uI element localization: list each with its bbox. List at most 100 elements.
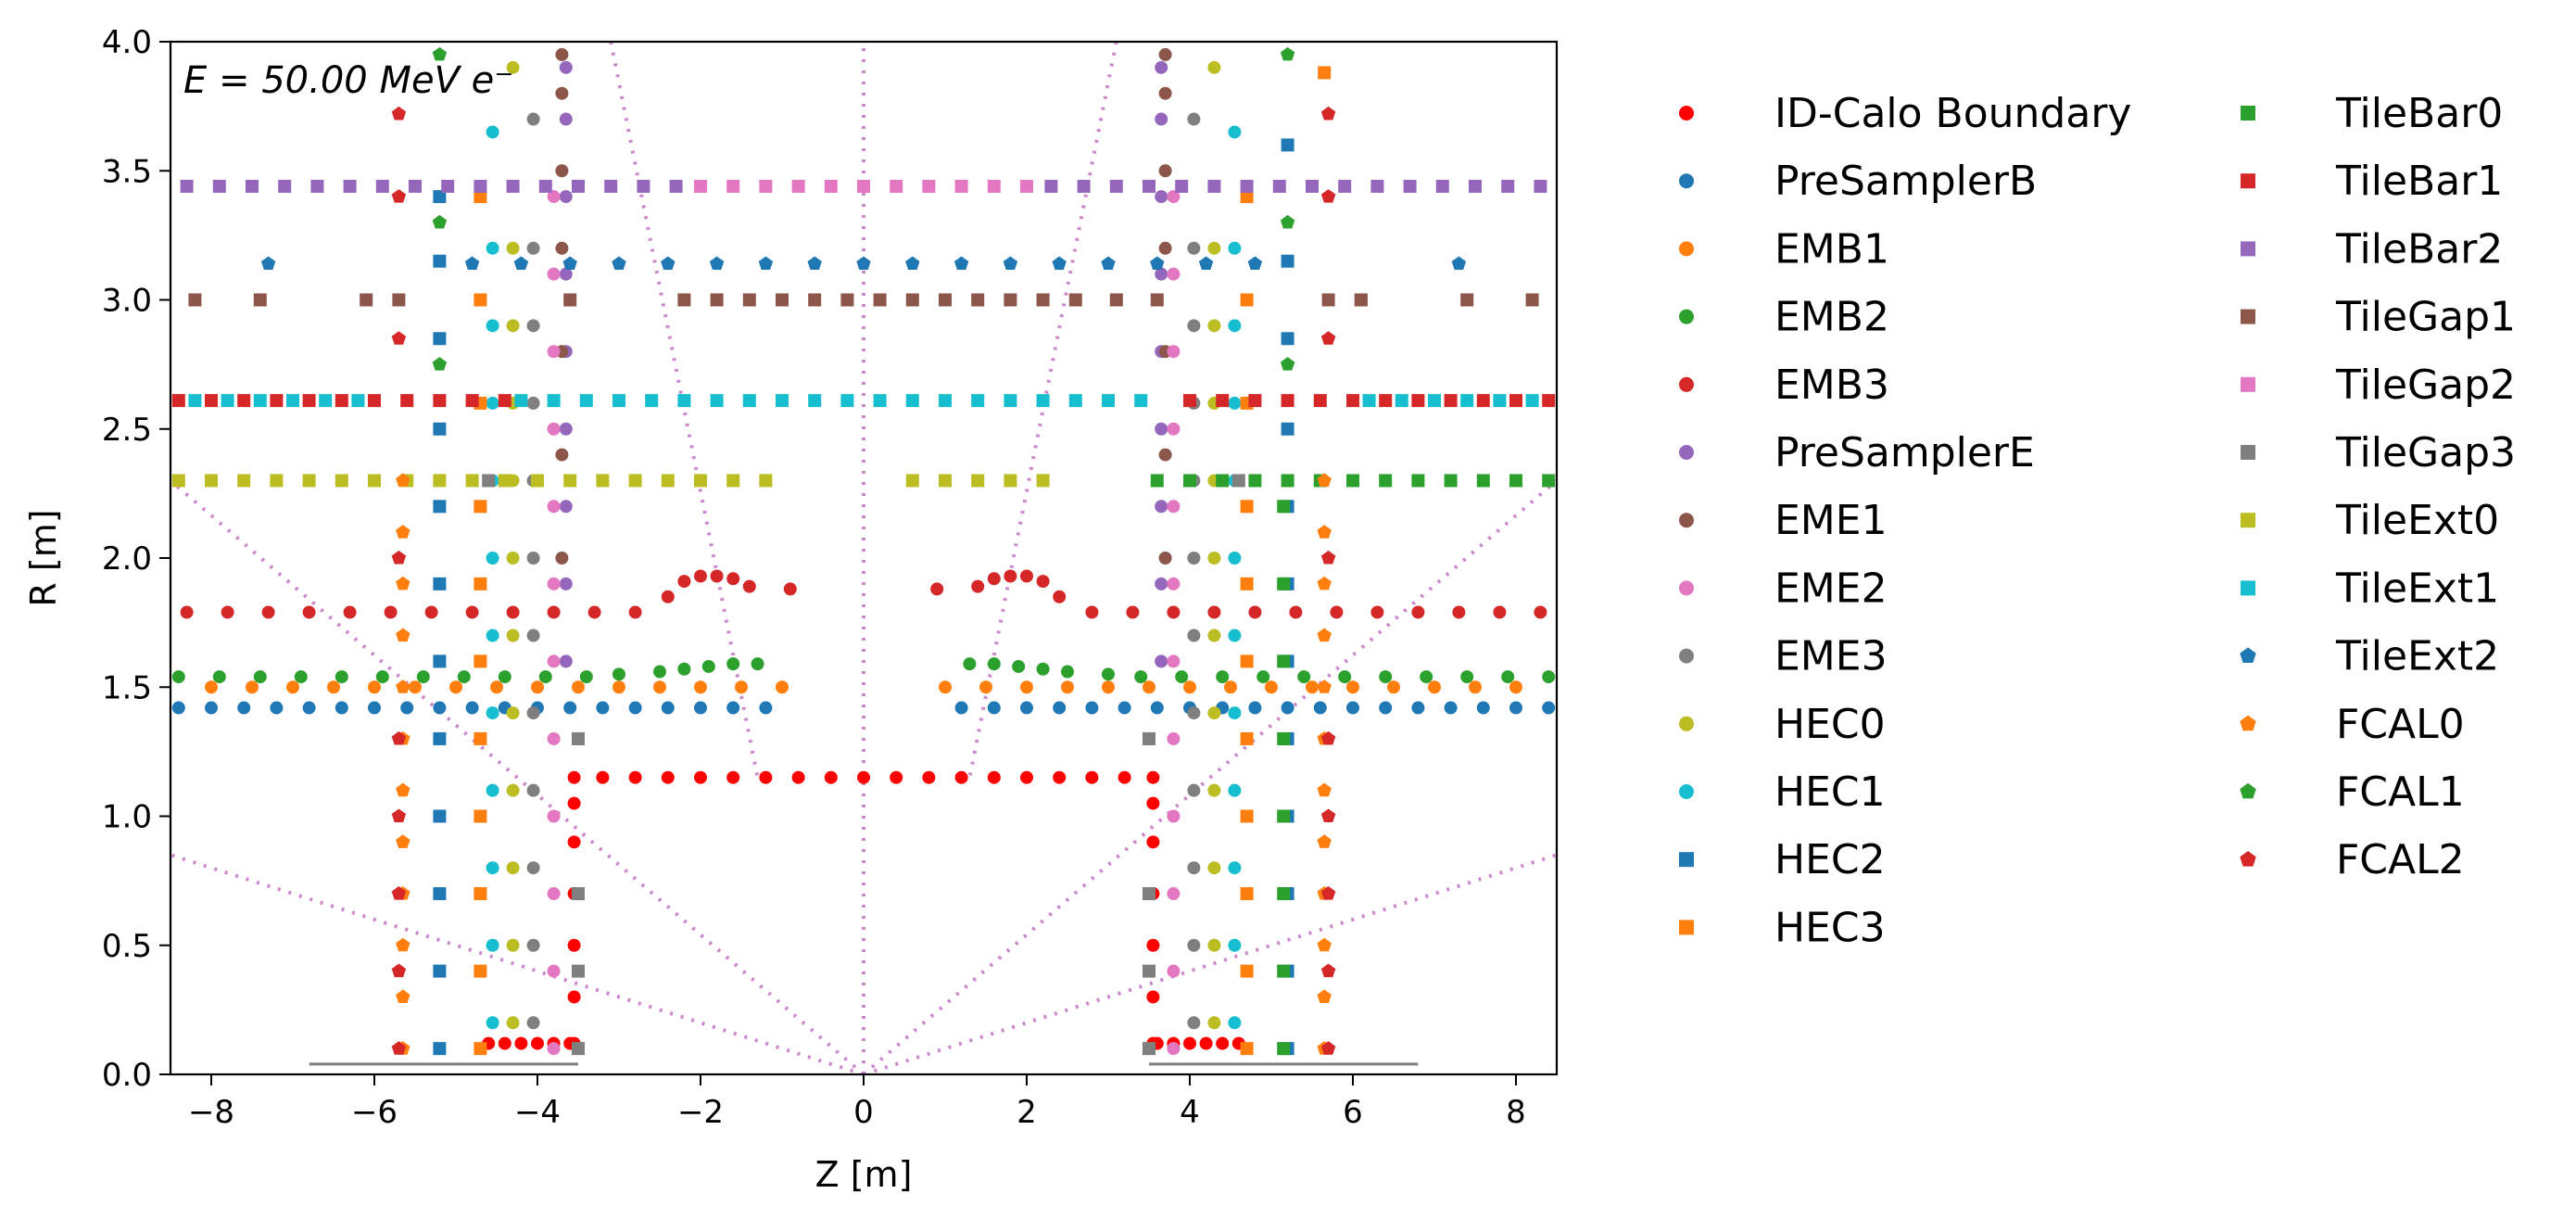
data-point: [433, 809, 447, 823]
data-point: [1317, 679, 1332, 693]
legend-label: TileBar0: [2335, 90, 2503, 137]
data-point: [1534, 179, 1547, 193]
series-hec3: [474, 66, 1332, 1056]
data-point: [433, 964, 447, 978]
data-point: [506, 861, 520, 875]
y-tick-label: 4.0: [102, 24, 152, 61]
data-point: [391, 730, 407, 745]
data-point: [1143, 680, 1155, 694]
series-tilegap2: [694, 179, 1033, 193]
legend-entry-fcal2: FCAL2: [2240, 836, 2465, 883]
data-point: [1277, 731, 1291, 745]
data-point: [531, 680, 544, 694]
data-point: [1158, 86, 1172, 100]
data-point: [890, 179, 903, 193]
legend-label: FCAL2: [2336, 836, 2465, 883]
data-point: [939, 394, 952, 408]
data-point: [1102, 680, 1115, 694]
legend-entry-tilebar1: TileBar1: [2241, 158, 2503, 205]
data-point: [1317, 576, 1332, 590]
data-point: [1228, 706, 1242, 720]
data-point: [742, 293, 756, 307]
data-point: [384, 605, 398, 619]
data-point: [1150, 701, 1164, 715]
data-point: [474, 577, 487, 590]
legend-entry-tilegap3: TileGap3: [2241, 429, 2516, 476]
series-tilebar2: [180, 179, 1547, 193]
data-point: [1277, 1042, 1291, 1056]
data-point: [1411, 701, 1425, 715]
data-point: [1280, 357, 1295, 371]
data-point: [1248, 394, 1262, 408]
data-point: [1146, 835, 1160, 849]
data-point: [1370, 605, 1384, 619]
x-axis-label: Z [m]: [815, 1154, 913, 1195]
data-point: [1320, 1041, 1336, 1055]
data-point: [464, 256, 480, 270]
data-point: [1109, 179, 1123, 193]
legend-label: HEC0: [1774, 701, 1886, 748]
data-point: [1509, 474, 1522, 488]
data-point: [486, 552, 499, 565]
data-point: [396, 525, 410, 539]
legend-entry-hec2: HEC2: [1679, 836, 1886, 883]
data-point: [1158, 448, 1172, 462]
data-point: [939, 680, 952, 694]
data-point: [1175, 670, 1189, 684]
data-point: [396, 989, 410, 1003]
data-point: [1460, 394, 1474, 408]
data-point: [563, 474, 577, 488]
data-point: [555, 164, 569, 178]
data-point: [547, 887, 561, 901]
data-point: [953, 256, 969, 270]
data-point: [547, 267, 561, 281]
data-point: [1187, 706, 1201, 720]
data-point: [555, 552, 569, 565]
data-point: [759, 179, 773, 193]
legend-entry-eme3: EME3: [1679, 633, 1888, 680]
data-point: [212, 670, 226, 684]
data-point: [1207, 629, 1221, 642]
series-tilebar0: [1150, 474, 1556, 1056]
data-point: [506, 179, 520, 193]
data-point: [922, 770, 936, 784]
data-point: [433, 254, 447, 268]
data-point: [1306, 179, 1319, 193]
data-point: [1134, 394, 1148, 408]
data-point: [514, 394, 528, 408]
data-point: [1320, 106, 1336, 121]
data-point: [1240, 500, 1254, 514]
data-point: [547, 190, 561, 204]
data-point: [1155, 422, 1168, 436]
data-point: [547, 1042, 561, 1056]
data-point: [526, 861, 540, 875]
data-point: [1280, 214, 1295, 229]
data-point: [474, 293, 487, 307]
data-point: [555, 241, 569, 255]
data-point: [559, 577, 573, 590]
data-point: [1085, 701, 1099, 715]
data-point: [1320, 963, 1336, 978]
legend-marker: [1679, 784, 1694, 799]
data-point: [661, 256, 676, 270]
data-point: [1317, 782, 1332, 797]
data-point: [396, 576, 410, 590]
data-point: [400, 394, 414, 408]
data-point: [474, 887, 487, 901]
legend-marker: [1679, 445, 1694, 460]
data-point: [572, 731, 585, 745]
data-point: [824, 179, 838, 193]
data-point: [335, 394, 348, 408]
data-point: [424, 605, 438, 619]
data-point: [1118, 770, 1131, 784]
data-point: [391, 331, 407, 345]
data-point: [555, 47, 569, 61]
data-point: [726, 474, 740, 488]
legend: ID-Calo Boundary PreSamplerB EMB1 EMB2 EMB3 P…: [1679, 90, 2516, 951]
data-point: [1469, 680, 1482, 694]
data-point: [1469, 179, 1482, 193]
data-point: [751, 657, 764, 671]
data-point: [506, 938, 520, 952]
eta-dotted-line-1: [862, 478, 1557, 1074]
data-point: [465, 701, 479, 715]
